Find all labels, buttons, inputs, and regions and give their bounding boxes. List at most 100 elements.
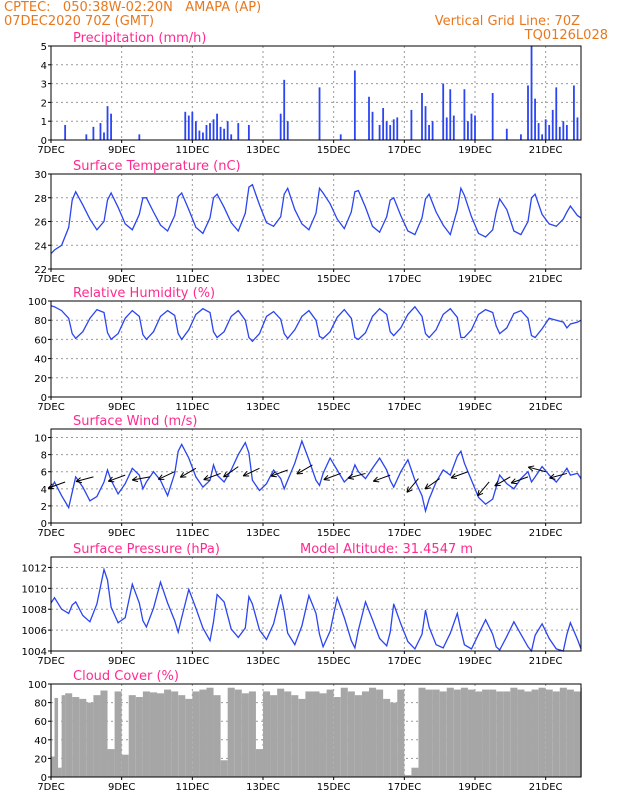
cloud-area-segment [467, 689, 475, 777]
wind-point [315, 479, 317, 481]
pressure-point [372, 619, 374, 621]
precip-bar [191, 111, 194, 140]
precip-bar [194, 121, 197, 140]
precip-bar [339, 134, 342, 140]
wind-arrow-head [450, 477, 458, 479]
precip-bar [212, 119, 215, 140]
pressure-point [103, 569, 105, 571]
cloud-area-segment [460, 687, 468, 777]
pressure-xtick-label: 17DEC [387, 656, 421, 667]
rh-point [209, 312, 211, 314]
pressure-point [456, 612, 458, 614]
pressure-point [280, 594, 282, 596]
pressure-point [499, 649, 501, 651]
rh-point [287, 337, 289, 339]
pressure-xtick-label: 19DEC [458, 656, 492, 667]
wind-xtick-label: 15DEC [317, 528, 351, 539]
cloud-area-segment [404, 775, 412, 777]
temp-point [283, 193, 285, 195]
precip-ytick-label: 5 [41, 42, 47, 53]
wind-arrow-head [132, 479, 139, 483]
wind-xtick-label: 9DEC [108, 528, 135, 539]
wind-arrow-shaft [242, 467, 260, 477]
precip-bar [202, 132, 204, 140]
wind-point [145, 481, 147, 483]
wind-arrow-shaft [424, 478, 440, 490]
cloud-area-segment [157, 693, 165, 777]
wind-point [188, 457, 190, 459]
wind-point [407, 459, 409, 461]
rh-point [202, 308, 204, 310]
wind-point [89, 500, 91, 502]
rh-point [555, 319, 557, 321]
wind-arrow-shaft [528, 466, 546, 473]
temp-point [258, 204, 260, 206]
temp-point [216, 193, 218, 195]
precip-xtick-label: 19DEC [458, 145, 492, 156]
temp-point [96, 229, 98, 231]
rh-point [266, 315, 268, 317]
temp-point [350, 211, 352, 213]
wind-point [61, 495, 63, 497]
pressure-point [513, 621, 515, 623]
cloud-area-segment [475, 691, 483, 777]
temp-point [209, 217, 211, 219]
temp-point [107, 199, 109, 201]
pressure-point [569, 622, 571, 624]
wind-arrow [131, 476, 151, 483]
precip-bar [237, 123, 240, 140]
cloud-area-segment [149, 692, 157, 777]
rh-point [124, 317, 126, 319]
pressure-point [421, 633, 423, 635]
rh-line [50, 305, 582, 343]
wind-arrow-head [157, 474, 163, 480]
temp-point [541, 213, 543, 215]
rh-point [181, 338, 183, 340]
pressure-point [407, 641, 409, 643]
wind-arrow-shaft [223, 466, 239, 478]
wind-point [124, 483, 126, 485]
rh-point [372, 315, 374, 317]
temp-ytick-label: 26 [34, 218, 47, 229]
precip-title: Precipitation (mm/h) [73, 31, 206, 46]
wind-point [478, 496, 480, 498]
wind-point [287, 479, 289, 481]
wind-arrow-head [372, 476, 378, 482]
pressure-point [527, 646, 529, 648]
temp-point [379, 231, 381, 233]
temp-point [237, 230, 239, 232]
wind-arrow-head [223, 471, 227, 478]
rh-point [425, 333, 427, 335]
rh-ytick-label: 20 [34, 374, 47, 385]
rh-xtick-label: 19DEC [458, 402, 492, 413]
precip-bar [216, 113, 218, 140]
wind-arrow-head [510, 478, 516, 484]
cloud-area-segment [51, 756, 55, 777]
pressure-point [188, 588, 190, 590]
wind-point [82, 486, 84, 488]
temp-point [145, 197, 147, 199]
pressure-point [548, 637, 550, 639]
wind-arrow-head [549, 473, 555, 479]
cloud-area-segment [128, 695, 136, 777]
cloud-area-segment [312, 691, 320, 777]
cloud-area-segment [305, 691, 313, 777]
temp-point [357, 190, 359, 192]
temp-point [266, 222, 268, 224]
pressure-point [117, 622, 119, 624]
rh-title: Relative Humidity (%) [73, 286, 215, 301]
rh-xtick-label: 15DEC [317, 402, 351, 413]
precip-bar [555, 87, 558, 140]
rh-point [308, 310, 310, 312]
wind-point [280, 478, 282, 480]
rh-point [142, 334, 144, 336]
cloud-area-segment [72, 697, 80, 777]
temp-point [463, 194, 465, 196]
rh-ytick-label: 60 [34, 335, 47, 346]
rh-xtick-label: 21DEC [529, 402, 563, 413]
wind-arrow [157, 471, 175, 480]
precip-bar [424, 106, 427, 140]
rh-point [400, 327, 402, 329]
rh-point [230, 315, 232, 317]
precip-bar [85, 134, 88, 140]
